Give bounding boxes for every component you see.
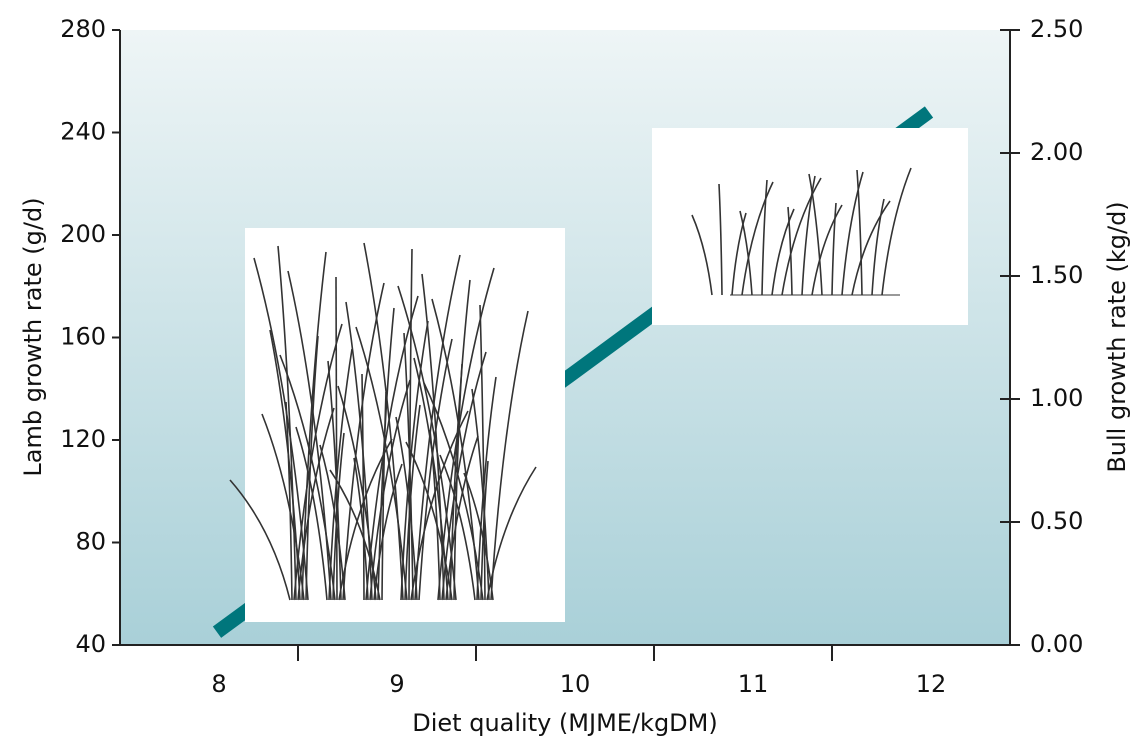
y-tick-label: 200 bbox=[60, 220, 106, 248]
grass-left bbox=[230, 228, 565, 622]
y2-tick-label: 1.00 bbox=[1030, 384, 1083, 412]
x-tick-label: 9 bbox=[389, 670, 404, 698]
grass-blade bbox=[336, 277, 337, 600]
y2-tick-label: 2.50 bbox=[1030, 15, 1083, 43]
y2-tick-label: 2.00 bbox=[1030, 138, 1083, 166]
x-tick-label: 12 bbox=[916, 670, 947, 698]
y-axis-label: Lamb growth rate (g/d) bbox=[19, 197, 47, 476]
y-tick-label: 160 bbox=[60, 323, 106, 351]
y-tick-label: 80 bbox=[75, 528, 106, 556]
y2-tick-label: 0.00 bbox=[1030, 630, 1083, 658]
chart: Diet quality (MJME/kgDM) Lamb growth rat… bbox=[0, 0, 1142, 745]
y-tick-label: 240 bbox=[60, 118, 106, 146]
x-tick-label: 8 bbox=[211, 670, 226, 698]
y-tick-label: 120 bbox=[60, 425, 106, 453]
grass-right bbox=[652, 128, 968, 325]
y-tick-label: 40 bbox=[75, 630, 106, 658]
x-axis-label: Diet quality (MJME/kgDM) bbox=[412, 709, 717, 737]
x-tick-label: 11 bbox=[738, 670, 769, 698]
y-tick-label: 280 bbox=[60, 15, 106, 43]
y2-tick-label: 0.50 bbox=[1030, 507, 1083, 535]
y2-axis-label: Bull growth rate (kg/d) bbox=[1103, 201, 1131, 472]
x-tick-label: 10 bbox=[560, 670, 591, 698]
y2-tick-label: 1.50 bbox=[1030, 261, 1083, 289]
